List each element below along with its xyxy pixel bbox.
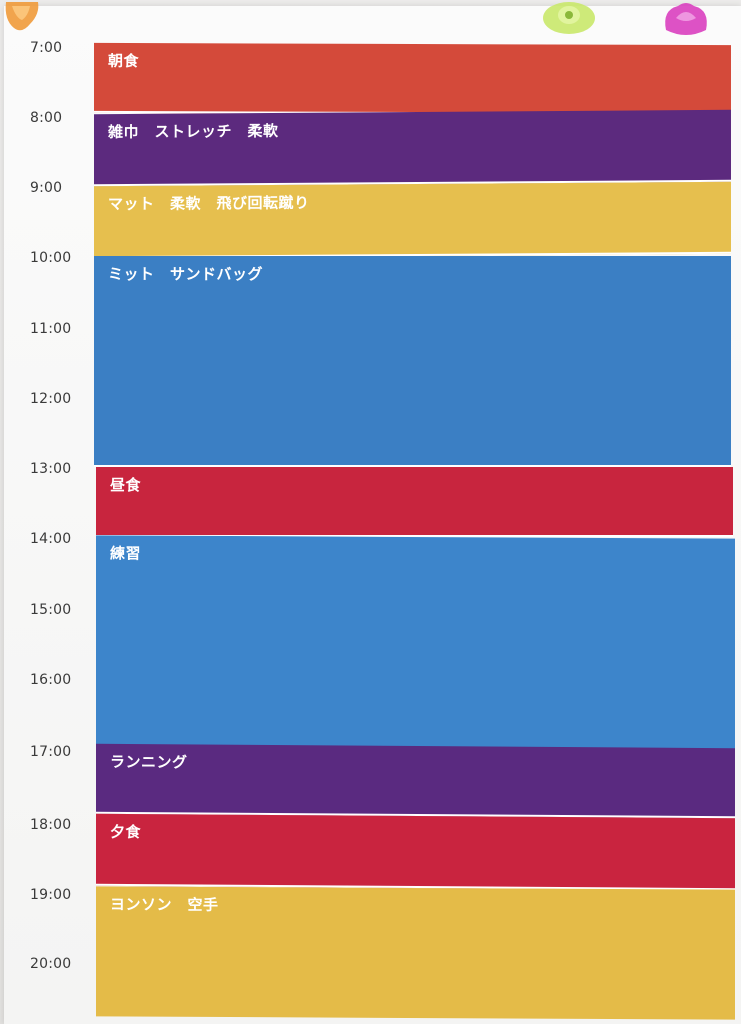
block-label: 練習	[110, 544, 142, 563]
block-label: ミット サンドバッグ	[108, 265, 264, 283]
block-label: マット 柔軟 飛び回転蹴り	[108, 193, 310, 214]
time-label: 19:00	[30, 887, 72, 903]
time-label: 16:00	[30, 672, 72, 688]
schedule-block: ヨンソン 空手	[96, 886, 735, 1020]
block-label: 朝食	[108, 51, 140, 71]
block-label: 昼食	[110, 476, 142, 494]
time-label: 17:00	[30, 744, 72, 760]
time-label: 12:00	[30, 391, 72, 407]
schedule-block: 昼食	[96, 467, 733, 537]
pink-magnet-icon	[665, 3, 707, 35]
time-label: 9:00	[30, 180, 63, 196]
time-label: 11:00	[30, 321, 72, 337]
time-label: 18:00	[30, 817, 72, 833]
schedule-block: 練習	[96, 535, 735, 751]
time-label: 20:00	[30, 956, 72, 972]
time-label: 7:00	[30, 40, 63, 56]
green-magnet-icon	[543, 2, 595, 34]
schedule-block: 朝食	[94, 42, 731, 116]
time-label: 13:00	[30, 461, 72, 477]
orange-magnet-icon	[5, 2, 39, 31]
block-label: 雑巾 ストレッチ 柔軟	[108, 121, 279, 142]
block-label: 夕食	[110, 822, 142, 842]
block-label: ヨンソン 空手	[110, 895, 219, 914]
schedule-block: マット 柔軟 飛び回転蹴り	[94, 181, 731, 259]
time-label: 14:00	[30, 531, 72, 547]
time-label: 10:00	[30, 250, 72, 266]
block-label: ランニング	[110, 752, 188, 772]
schedule-block: 雑巾 ストレッチ 柔軟	[94, 109, 731, 187]
schedule-paper: 7:00 8:00 9:00 10:00 11:00 12:00 13:00 1…	[4, 6, 741, 1024]
schedule-block: ランニング	[96, 743, 735, 819]
time-label: 15:00	[30, 602, 72, 618]
schedule-block: 夕食	[96, 813, 735, 891]
time-label: 8:00	[30, 110, 63, 126]
schedule-block: ミット サンドバッグ	[94, 256, 731, 467]
